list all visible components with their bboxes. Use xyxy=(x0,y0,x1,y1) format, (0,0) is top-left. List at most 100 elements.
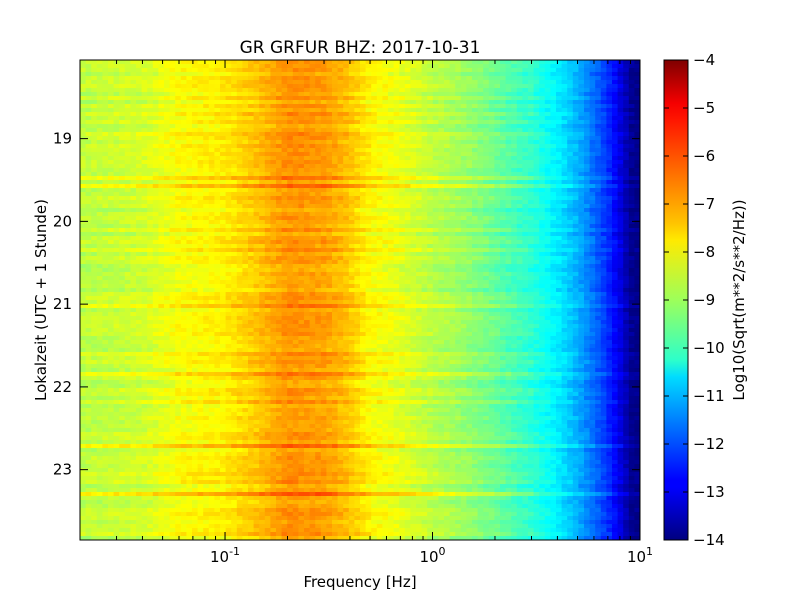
heatmap-cell xyxy=(421,92,428,97)
heatmap-cell xyxy=(326,132,333,137)
heatmap-cell xyxy=(332,140,339,145)
heatmap-cell xyxy=(477,180,484,185)
heatmap-cell xyxy=(270,176,277,181)
heatmap-cell xyxy=(141,60,148,65)
heatmap-cell xyxy=(119,232,126,237)
heatmap-cell xyxy=(276,84,283,89)
heatmap-cell xyxy=(556,236,563,241)
heatmap-cell xyxy=(382,132,389,137)
heatmap-cell xyxy=(326,188,333,193)
heatmap-cell xyxy=(595,228,602,233)
heatmap-cell xyxy=(432,176,439,181)
heatmap-cell xyxy=(561,168,568,173)
heatmap-cell xyxy=(488,76,495,81)
heatmap-cell xyxy=(432,224,439,229)
heatmap-cell xyxy=(455,164,462,169)
heatmap-cell xyxy=(164,100,171,105)
heatmap-cell xyxy=(119,188,126,193)
heatmap-cell xyxy=(466,120,473,125)
heatmap-cell xyxy=(91,88,98,93)
heatmap-cell xyxy=(287,236,294,241)
heatmap-cell xyxy=(533,76,540,81)
heatmap-cell xyxy=(488,120,495,125)
heatmap-cell xyxy=(589,128,596,133)
heatmap-cell xyxy=(281,148,288,153)
heatmap-cell xyxy=(119,192,126,197)
heatmap-cell xyxy=(360,220,367,225)
heatmap-cell xyxy=(410,76,417,81)
heatmap-cell xyxy=(304,184,311,189)
heatmap-cell xyxy=(365,132,372,137)
heatmap-cell xyxy=(617,212,624,217)
heatmap-cell xyxy=(584,80,591,85)
heatmap-cell xyxy=(320,80,327,85)
heatmap-cell xyxy=(460,208,467,213)
heatmap-cell xyxy=(298,164,305,169)
heatmap-cell xyxy=(130,236,137,241)
heatmap-cell xyxy=(354,236,361,241)
heatmap-cell xyxy=(203,156,210,161)
heatmap-cell xyxy=(511,136,518,141)
heatmap-cell xyxy=(304,136,311,141)
heatmap-cell xyxy=(141,196,148,201)
heatmap-cell xyxy=(197,120,204,125)
heatmap-cell xyxy=(225,212,232,217)
heatmap-cell xyxy=(612,112,619,117)
heatmap-cell xyxy=(572,104,579,109)
heatmap-cell xyxy=(343,220,350,225)
heatmap-cell xyxy=(533,104,540,109)
heatmap-cell xyxy=(438,124,445,129)
heatmap-cell xyxy=(505,180,512,185)
heatmap-cell xyxy=(91,224,98,229)
heatmap-cell xyxy=(410,192,417,197)
heatmap-cell xyxy=(595,152,602,157)
heatmap-cell xyxy=(522,184,529,189)
heatmap-cell xyxy=(466,136,473,141)
heatmap-cell xyxy=(533,128,540,133)
heatmap-cell xyxy=(584,128,591,133)
heatmap-cell xyxy=(343,164,350,169)
heatmap-cell xyxy=(180,136,187,141)
heatmap-cell xyxy=(96,184,103,189)
heatmap-cell xyxy=(220,108,227,113)
heatmap-cell xyxy=(281,116,288,121)
heatmap-cell xyxy=(505,224,512,229)
heatmap-cell xyxy=(388,116,395,121)
heatmap-cell xyxy=(253,104,260,109)
heatmap-cell xyxy=(248,128,255,133)
heatmap-cell xyxy=(612,100,619,105)
heatmap-cell xyxy=(404,220,411,225)
heatmap-cell xyxy=(432,208,439,213)
heatmap-cell xyxy=(124,240,131,245)
heatmap-cell xyxy=(393,84,400,89)
heatmap-cell xyxy=(628,76,635,81)
heatmap-cell xyxy=(270,108,277,113)
heatmap-cell xyxy=(287,212,294,217)
heatmap-cell xyxy=(180,112,187,117)
heatmap-cell xyxy=(589,188,596,193)
heatmap-cell xyxy=(556,128,563,133)
heatmap-cell xyxy=(124,184,131,189)
heatmap-cell xyxy=(287,84,294,89)
heatmap-cell xyxy=(320,72,327,77)
heatmap-cell xyxy=(561,160,568,165)
heatmap-cell xyxy=(264,248,271,253)
heatmap-cell xyxy=(584,216,591,221)
heatmap-cell xyxy=(164,60,171,65)
heatmap-cell xyxy=(348,208,355,213)
heatmap-cell xyxy=(119,124,126,129)
heatmap-cell xyxy=(589,176,596,181)
heatmap-cell xyxy=(438,232,445,237)
heatmap-cell xyxy=(276,80,283,85)
heatmap-cell xyxy=(500,156,507,161)
heatmap-cell xyxy=(539,188,546,193)
heatmap-cell xyxy=(113,124,120,129)
heatmap-cell xyxy=(567,200,574,205)
heatmap-cell xyxy=(528,168,535,173)
heatmap-cell xyxy=(220,244,227,249)
heatmap-cell xyxy=(584,208,591,213)
heatmap-cell xyxy=(136,148,143,153)
heatmap-cell xyxy=(511,236,518,241)
heatmap-cell xyxy=(96,192,103,197)
heatmap-cell xyxy=(561,196,568,201)
